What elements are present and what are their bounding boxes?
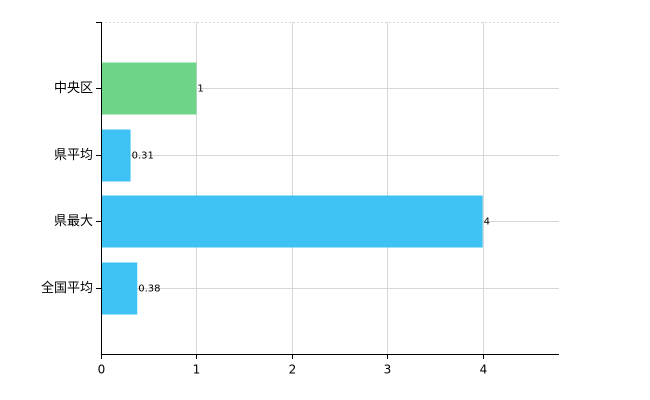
y-tick-label: 全国平均 <box>41 280 93 296</box>
bar <box>101 262 138 315</box>
data-label: 1 <box>197 84 203 95</box>
x-tick-label: 2 <box>289 363 297 377</box>
y-tick-label: 中央区 <box>54 81 93 96</box>
bar <box>101 129 131 182</box>
x-tick-label: 0 <box>98 363 106 377</box>
y-tick-label: 県最大 <box>54 214 93 229</box>
x-tick-label: 1 <box>193 363 201 377</box>
bar <box>101 195 483 248</box>
data-label: 4 <box>484 217 490 228</box>
data-label: 0.38 <box>138 284 160 295</box>
x-tick-label: 3 <box>384 363 392 377</box>
y-tick-label: 県平均 <box>54 148 93 163</box>
data-label: 0.31 <box>132 151 154 162</box>
x-tick-label: 4 <box>480 363 488 377</box>
bar <box>101 62 197 115</box>
